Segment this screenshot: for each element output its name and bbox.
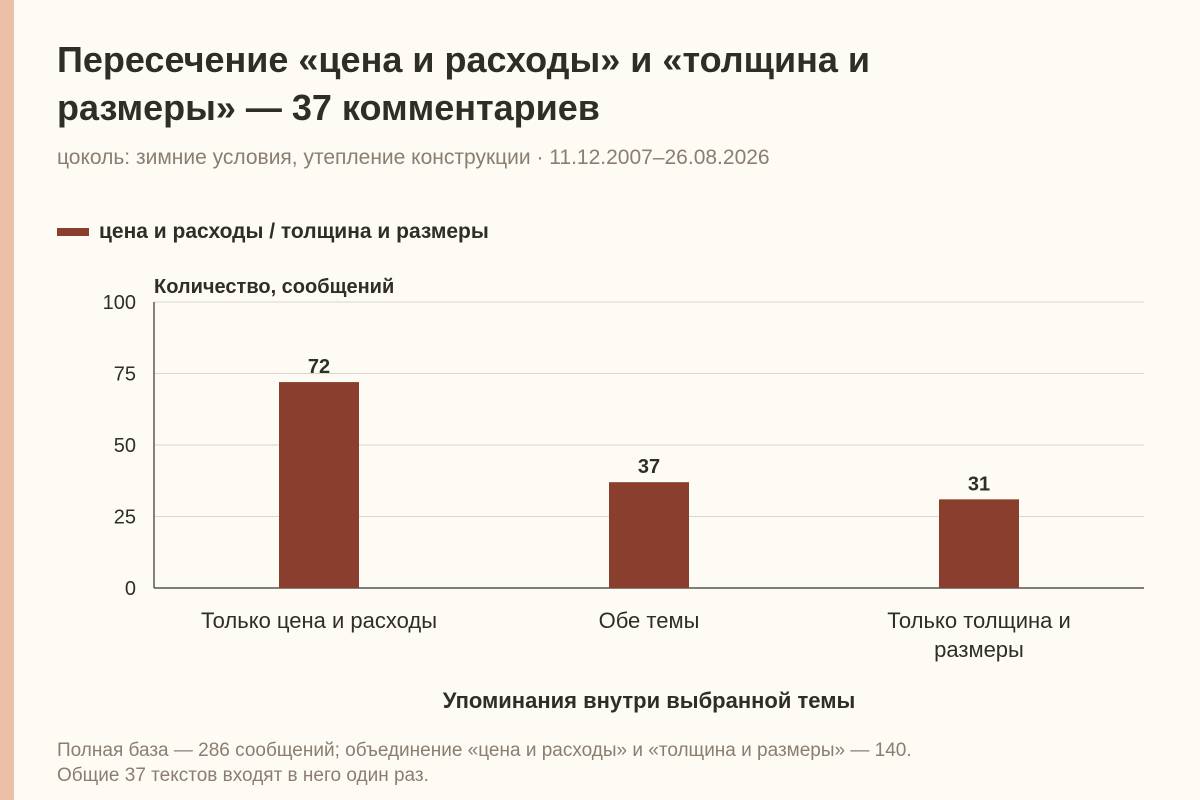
legend: цена и расходы / толщина и размеры [57,220,489,244]
y-tick-label: 100 [103,292,136,314]
x-axis-label: Упоминания внутри выбранной темы [443,688,856,713]
x-tick-label: Только толщина и [887,608,1071,633]
x-tick-label: Обе темы [599,608,700,633]
chart-title: Пересечение «цена и расходы» и «толщина … [57,39,870,128]
bar [279,382,359,588]
data-label: 31 [968,473,990,495]
y-axis-label: Количество, сообщений [154,276,394,298]
y-tick-label: 25 [114,507,136,529]
legend-label: цена и расходы / толщина и размеры [99,220,489,243]
bar [939,499,1019,588]
x-tick-label: размеры [934,637,1024,662]
accent-strip [0,0,14,800]
footnote-line-1: Полная база — 286 сообщений; объединение… [57,740,912,761]
footnote-line-2: Общие 37 текстов входят в него один раз. [57,765,429,786]
chart-subtitle: цоколь: зимние условия, утепление констр… [57,146,770,169]
footnote: Полная база — 286 сообщений; объединение… [57,738,1157,788]
y-tick-label: 0 [125,578,136,600]
data-label: 37 [638,456,660,478]
bar [609,482,689,588]
legend-swatch [57,228,89,236]
y-tick-label: 50 [114,435,136,457]
x-tick-label: Только цена и расходы [201,608,437,633]
data-label: 72 [308,356,330,378]
y-tick-label: 75 [114,364,136,386]
